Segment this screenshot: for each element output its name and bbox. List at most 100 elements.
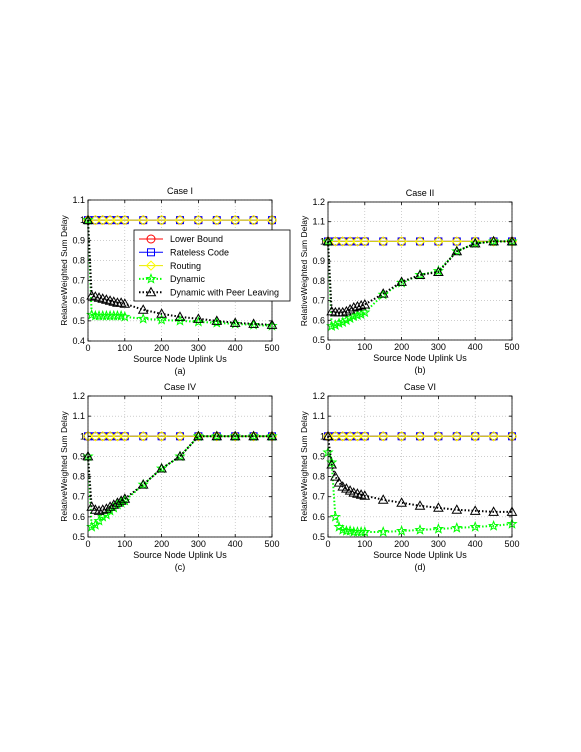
panel-caption: (b): [415, 365, 426, 375]
data-point-peer_leaving: [359, 298, 371, 309]
data-point-dynamic: [377, 288, 389, 300]
data-point-routing: [469, 431, 481, 442]
data-point-peer_leaving: [326, 458, 338, 469]
chart-panel-2: 0 100 200 300 400 500 0.5 0.6 0.7 0.8 0.9 1 1.1 1.2 Ca…: [299, 188, 520, 375]
x-tick-label: 200: [394, 539, 409, 549]
axes-box: [87, 395, 273, 538]
y-tick-label: 0.7: [312, 492, 325, 502]
data-point-dynamic: [469, 521, 481, 532]
x-tick-label: 400: [468, 539, 483, 549]
x-axis-label: Source Node Uplink Us: [133, 550, 227, 560]
data-point-dynamic: [174, 314, 186, 326]
series-line-peer_leaving: [87, 220, 273, 326]
y-tick-label: 0.7: [72, 276, 85, 286]
data-point-routing: [359, 431, 371, 442]
data-point-dynamic: [487, 520, 500, 531]
data-point-peer_leaving: [211, 315, 223, 325]
y-tick-label: 1.1: [312, 217, 325, 227]
y-tick-label: 0.9: [72, 235, 85, 245]
y-tick-label: 1.1: [72, 195, 85, 205]
chart-panel-3: 0 100 200 300 400 500 0.5 0.6 0.7 0.8 0.9 1 1.1 1.2 Ca…: [59, 382, 280, 572]
data-point-dynamic: [192, 430, 205, 442]
data-point-routing: [174, 214, 186, 226]
x-tick-label: 400: [228, 343, 243, 353]
series-line-peer_leaving: [87, 435, 272, 512]
y-axis-label: RelativeWeighted Sum Delay: [59, 215, 69, 326]
data-point-routing: [211, 214, 223, 226]
data-point-dynamic: [344, 312, 356, 324]
data-point-routing: [469, 236, 481, 247]
y-tick-label: 0.6: [312, 512, 325, 522]
plot-area: [88, 396, 272, 537]
data-point-peer_leaving: [355, 299, 367, 310]
data-point-routing: [377, 431, 389, 442]
data-point-peer_leaving: [414, 500, 426, 510]
y-tick-label: 1.2: [72, 391, 85, 401]
data-point-peer_leaving: [488, 235, 499, 246]
data-point-routing: [330, 431, 341, 442]
data-point-peer_leaving: [248, 318, 259, 328]
legend-marker-dynamic: [145, 272, 157, 284]
x-tick-label: 500: [504, 342, 519, 352]
data-point-dynamic: [337, 316, 349, 328]
data-point-dynamic: [111, 309, 124, 321]
data-point-dynamic: [155, 313, 168, 325]
data-point-dynamic: [351, 309, 364, 321]
data-point-dynamic: [432, 523, 445, 534]
data-point-peer_leaving: [193, 313, 204, 323]
y-tick-label: 1.2: [312, 391, 325, 401]
series-line-dynamic: [87, 220, 273, 327]
y-tick-label: 0.8: [72, 255, 85, 265]
data-point-peer_leaving: [137, 304, 149, 314]
legend-marker-lower_bound: [146, 234, 156, 244]
data-point-peer_leaving: [469, 237, 481, 248]
chart-title: Case II: [406, 188, 435, 198]
y-tick-label: 0.9: [312, 256, 325, 266]
data-point-dynamic: [451, 522, 463, 533]
data-point-dynamic: [340, 525, 353, 536]
data-point-peer_leaving: [451, 504, 463, 514]
data-point-dynamic: [211, 430, 223, 442]
y-tick-label: 0.7: [312, 296, 325, 306]
y-tick-label: 1.1: [72, 411, 85, 421]
data-point-peer_leaving: [156, 308, 167, 318]
data-point-routing: [396, 431, 407, 442]
data-point-dynamic: [359, 306, 371, 318]
data-point-routing: [137, 431, 149, 442]
data-point-routing: [174, 431, 186, 442]
data-point-dynamic: [414, 524, 426, 535]
legend-marker-rateless: [147, 248, 155, 257]
data-point-dynamic: [119, 310, 131, 322]
y-tick-label: 0.9: [312, 451, 325, 461]
data-point-peer_leaving: [348, 301, 360, 312]
x-axis-label: Source Node Uplink Us: [373, 550, 467, 560]
data-point-peer_leaving: [359, 490, 371, 500]
data-point-routing: [337, 431, 348, 442]
y-tick-label: 0.5: [72, 316, 85, 326]
data-point-routing: [352, 236, 363, 247]
data-point-dynamic: [487, 235, 500, 247]
x-tick-label: 100: [357, 342, 372, 352]
y-axis-label: RelativeWeighted Sum Delay: [59, 411, 69, 522]
data-point-routing: [119, 431, 131, 442]
chart-panel-4: 0 100 200 300 400 500 0.5 0.6 0.7 0.8 0.9 1 1.1 1.2 Ca…: [299, 382, 520, 572]
data-point-dynamic: [377, 526, 389, 537]
chart-title: Case IV: [164, 382, 196, 392]
axes-box: [327, 395, 513, 538]
data-point-routing: [97, 431, 108, 442]
data-point-routing: [119, 214, 131, 226]
y-tick-label: 0.4: [72, 336, 85, 346]
data-point-peer_leaving: [451, 245, 463, 256]
data-point-routing: [396, 236, 407, 247]
data-point-dynamic: [86, 521, 98, 532]
data-point-peer_leaving: [193, 430, 204, 441]
data-point-peer_leaving: [414, 269, 426, 279]
legend-label-lower_bound: Lower Bound: [170, 234, 223, 244]
data-point-peer_leaving: [112, 497, 123, 507]
data-point-dynamic: [414, 269, 426, 280]
data-point-peer_leaving: [330, 471, 341, 481]
y-axis-label: RelativeWeighted Sum Delay: [299, 215, 309, 326]
data-point-routing: [112, 214, 123, 226]
data-point-routing: [137, 214, 149, 226]
data-point-peer_leaving: [341, 305, 352, 316]
